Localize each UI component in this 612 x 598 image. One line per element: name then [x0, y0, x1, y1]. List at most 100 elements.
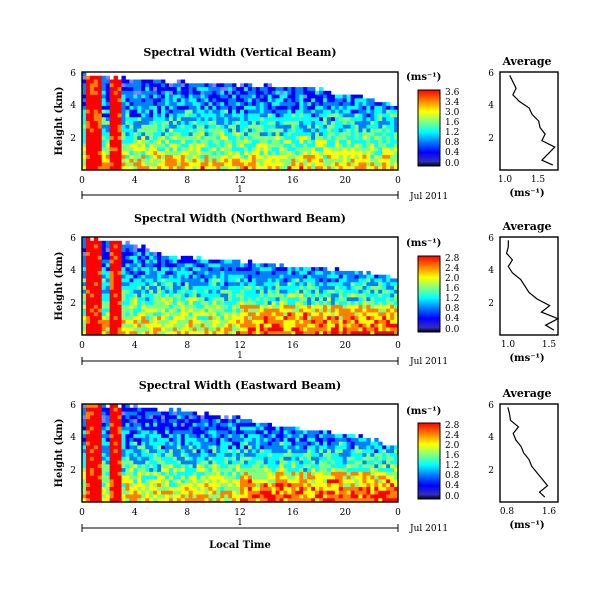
heatmap-cell: [93, 278, 99, 283]
heatmap-cell: [180, 319, 186, 325]
heatmap-cell: [236, 105, 241, 111]
heatmap-cell: [85, 143, 91, 148]
heatmap-cell: [141, 422, 146, 428]
heatmap-cell: [338, 468, 344, 473]
heatmap-cell: [161, 426, 166, 431]
heatmap: [82, 237, 399, 336]
heatmap-cell: [378, 128, 383, 133]
heatmap-cell: [89, 113, 95, 118]
heatmap-cell: [89, 297, 95, 302]
heatmap-cell: [338, 109, 344, 114]
heatmap-cell: [208, 415, 213, 420]
x-tick-label: 16: [287, 176, 299, 186]
heatmap-cell: [168, 282, 174, 287]
heatmap-cell: [161, 490, 166, 495]
heatmap-cell: [240, 139, 245, 145]
heatmap-cell: [157, 486, 162, 492]
heatmap-cell: [220, 151, 225, 156]
heatmap-cell: [180, 422, 186, 428]
heatmap-cell: [326, 312, 332, 317]
heatmap-cell: [133, 304, 138, 310]
heatmap-cell: [164, 419, 170, 424]
heatmap-cell: [390, 297, 395, 302]
heatmap-cell: [82, 143, 87, 148]
heatmap-cell: [334, 449, 340, 454]
heatmap-cell: [236, 471, 241, 477]
heatmap-cell: [137, 327, 142, 332]
heatmap-cell: [141, 475, 146, 480]
heatmap-cell: [208, 494, 213, 499]
heatmap-cell: [117, 286, 122, 291]
heatmap-cell: [299, 498, 304, 503]
heatmap-cell: [224, 94, 229, 99]
heatmap-cell: [251, 441, 257, 446]
heatmap-cell: [172, 331, 178, 336]
heatmap-cell: [236, 415, 241, 420]
heatmap-cell: [322, 468, 328, 473]
heatmap-cell: [334, 162, 340, 167]
heatmap-cell: [89, 404, 95, 409]
heatmap-cell: [109, 244, 114, 249]
heatmap-cell: [188, 98, 193, 103]
heatmap-cell: [295, 98, 300, 103]
heatmap-cell: [164, 286, 170, 291]
heatmap-cell: [394, 323, 399, 328]
heatmap-cell: [133, 331, 138, 336]
heatmap-cell: [236, 486, 241, 492]
heatmap-cell: [240, 94, 245, 99]
heatmap-cell: [319, 117, 324, 122]
heatmap-cell: [145, 430, 150, 435]
heatmap-cell: [267, 267, 272, 272]
heatmap-cell: [283, 162, 288, 167]
heatmap-cell: [172, 483, 178, 488]
heatmap-cell: [176, 453, 182, 458]
heatmap-cell: [267, 143, 272, 148]
heatmap-cell: [129, 479, 134, 484]
heatmap-cell: [366, 270, 371, 276]
heatmap-cell: [109, 240, 114, 245]
heatmap-cell: [326, 154, 332, 160]
heatmap-cell: [125, 479, 130, 484]
heatmap-cell: [137, 411, 142, 416]
heatmap-cell: [287, 105, 292, 111]
heatmap-cell: [326, 158, 332, 163]
heatmap-cell: [149, 259, 154, 264]
heatmap-cell: [153, 154, 158, 160]
heatmap-cell: [311, 331, 316, 336]
heatmap-cell: [267, 301, 272, 306]
heatmap-cell: [247, 434, 253, 439]
heatmap-cell: [192, 162, 197, 167]
heatmap-cell: [228, 278, 233, 283]
heatmap-cell: [338, 486, 344, 492]
heatmap-cell: [180, 143, 186, 148]
heatmap-cell: [82, 105, 87, 111]
heatmap-cell: [346, 441, 351, 446]
heatmap-cell: [145, 471, 150, 477]
heatmap-cell: [109, 147, 114, 152]
heatmap-cell: [161, 102, 166, 107]
heatmap-cell: [394, 319, 399, 325]
heatmap-cell: [105, 154, 111, 160]
heatmap-cell: [137, 316, 142, 321]
heatmap-cell: [204, 267, 209, 272]
heatmap-cell: [93, 105, 99, 111]
heatmap-cell: [105, 136, 111, 141]
heatmap-cell: [164, 441, 170, 446]
heatmap-cell: [129, 327, 134, 332]
heatmap-cell: [133, 274, 138, 279]
heatmap-cell: [204, 263, 209, 268]
heatmap-cell: [141, 151, 146, 156]
heatmap-cell: [145, 331, 150, 336]
heatmap-cell: [161, 441, 166, 446]
heatmap-cell: [184, 475, 190, 480]
heatmap-cell: [386, 143, 391, 148]
heatmap-cell: [180, 312, 186, 317]
heatmap-cell: [224, 132, 229, 137]
heatmap-cell: [283, 105, 288, 111]
heatmap-cell: [82, 331, 87, 336]
heatmap-cell: [315, 449, 320, 454]
heatmap-cell: [105, 105, 111, 111]
heatmap-cell: [220, 166, 225, 171]
heatmap-cell: [243, 464, 249, 469]
heatmap-cell: [275, 113, 280, 118]
